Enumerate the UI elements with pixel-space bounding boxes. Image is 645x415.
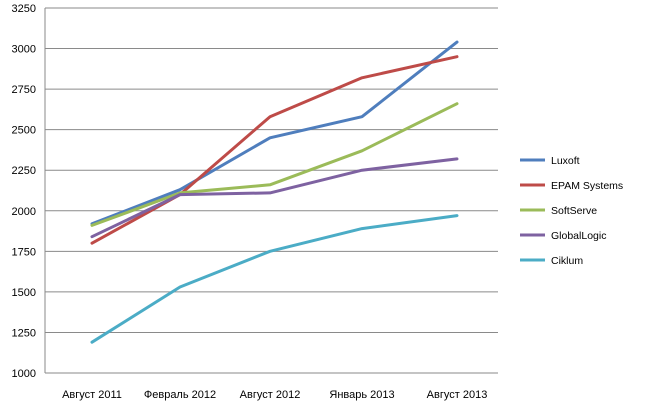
x-tick-label: Январь 2013: [329, 389, 394, 401]
y-tick-label: 1750: [12, 246, 36, 258]
legend-label: GlobalLogic: [551, 230, 606, 242]
y-tick-label: 1250: [12, 327, 36, 339]
y-tick-label: 2750: [12, 84, 36, 96]
y-tick-label: 1500: [12, 287, 36, 299]
series-line-globallogic: [90, 157, 459, 239]
series-lines: [90, 40, 459, 344]
x-axis: Август 2011 Февраль 2012 Август 2012 Январь…: [62, 389, 487, 401]
y-tick-label: 1000: [12, 368, 36, 380]
x-tick-label: Август 2013: [427, 389, 488, 401]
x-tick-label: Август 2011: [62, 389, 122, 401]
y-tick-label: 3000: [12, 44, 36, 56]
series-line-luxoft: [90, 40, 459, 226]
y-tick-label: 2500: [12, 125, 36, 137]
legend: Luxoft EPAM Systems SoftServe GlobalLogic Ci…: [520, 155, 623, 267]
y-tick-label: 3250: [12, 3, 36, 15]
x-tick-label: Август 2012: [240, 389, 301, 401]
y-tick-label: 2000: [12, 206, 36, 218]
y-tick-label: 2250: [12, 165, 36, 177]
grid-lines: [44, 7, 498, 374]
legend-label: SoftServe: [551, 205, 597, 217]
y-axis: 1000 1250 1500 1750 2000 2250 2500 2750 3000 3250: [12, 3, 36, 380]
legend-label: Ciklum: [551, 255, 583, 267]
series-line-ciklum: [90, 214, 459, 344]
x-tick-label: Февраль 2012: [144, 389, 216, 401]
legend-label: Luxoft: [551, 155, 580, 167]
series-line-epam-systems: [90, 55, 459, 245]
legend-label: EPAM Systems: [551, 180, 623, 192]
series-line-softserve: [90, 102, 459, 227]
